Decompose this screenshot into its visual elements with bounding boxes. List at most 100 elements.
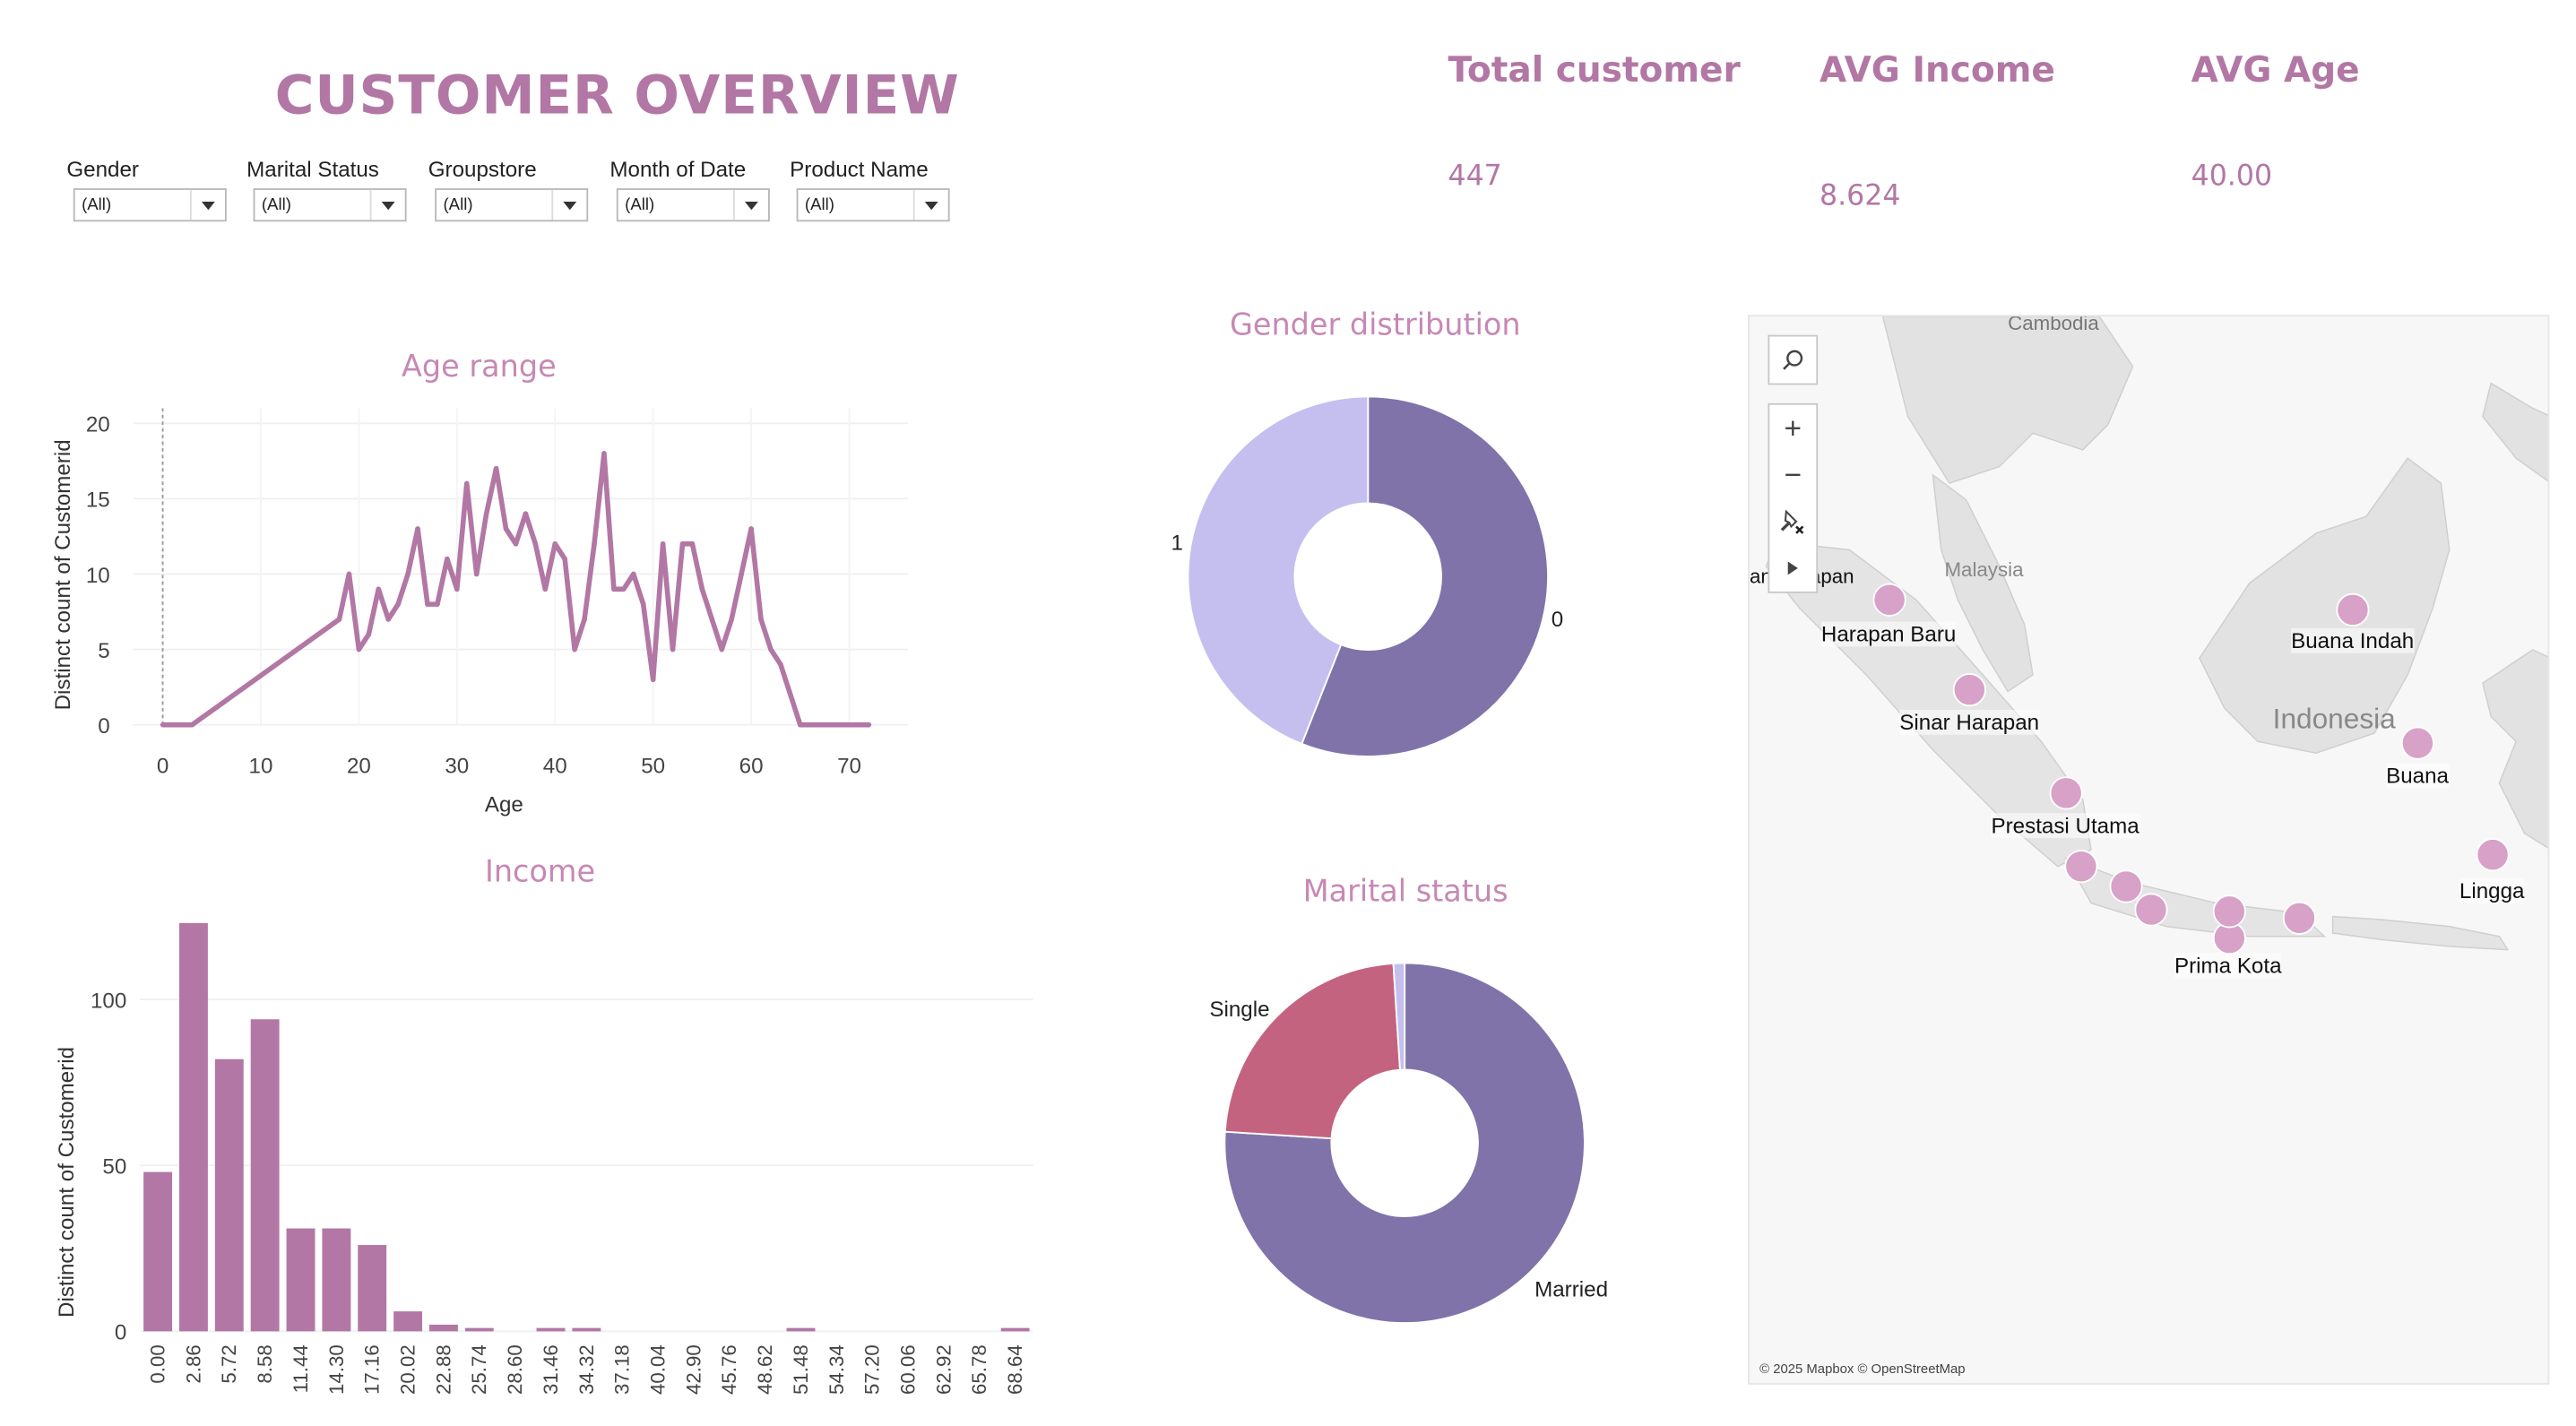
income-bar-chart: 0 50 100 0.00 2.86 5.72 8.58 11.44 14.30 17.16 20.… xyxy=(55,922,1033,1395)
age-data-point xyxy=(385,617,392,622)
chevron-down-icon[interactable] xyxy=(551,189,586,220)
income-x-tick-label: 65.78 xyxy=(968,1344,990,1395)
filter-groupstore-value: (All) xyxy=(443,196,473,215)
income-x-tick-label: 54.34 xyxy=(826,1344,848,1395)
map-point-label: Buana xyxy=(2386,763,2449,789)
income-bar xyxy=(786,1327,816,1332)
map-point[interactable] xyxy=(2049,776,2083,810)
income-x-tick-label: 8.58 xyxy=(254,1344,276,1383)
filter-marital-status-dropdown[interactable]: (All) xyxy=(253,188,407,222)
map-land xyxy=(1749,316,2548,1383)
map-point-label: Prestasi Utama xyxy=(1991,813,2139,839)
store-map[interactable]: Cambodia Malaysia Indonesia Harapan Baru… xyxy=(1748,315,2550,1385)
map-point-label: Harapan Baru xyxy=(1820,621,1957,647)
map-search-control[interactable] xyxy=(1768,334,1819,385)
filter-product-name-label: Product Name xyxy=(790,156,929,182)
marital-slice xyxy=(1223,962,1401,1140)
age-x-axis-label: Age xyxy=(485,792,523,817)
income-y-axis-label: Distinct count of Customerid xyxy=(55,1047,79,1318)
page-title: CUSTOMER OVERVIEW xyxy=(274,63,960,127)
income-x-tick-label: 57.20 xyxy=(861,1344,884,1395)
age-data-point xyxy=(523,511,529,516)
age-data-point xyxy=(405,571,411,577)
filter-marital-status-value: (All) xyxy=(261,196,291,215)
map-attribution: © 2025 Mapbox © OpenStreetMap xyxy=(1759,1361,1966,1377)
filter-groupstore-label: Groupstore xyxy=(428,156,537,182)
map-point[interactable] xyxy=(1952,673,1986,707)
chevron-down-icon[interactable] xyxy=(189,189,225,220)
income-x-tick-label: 37.18 xyxy=(611,1344,634,1395)
kpi-total-customer-label: Total customer xyxy=(1448,49,1741,91)
age-data-point xyxy=(866,722,872,728)
age-data-point xyxy=(572,646,577,653)
income-bar xyxy=(322,1228,351,1332)
age-data-point xyxy=(758,617,764,622)
map-point[interactable] xyxy=(2336,592,2370,627)
age-data-point xyxy=(739,571,744,577)
map-point[interactable] xyxy=(2134,893,2168,927)
income-x-tick-label: 51.48 xyxy=(790,1344,812,1395)
marital-donut-chart: Married Single xyxy=(1209,962,1608,1324)
filter-month-of-date-label: Month of Date xyxy=(609,156,747,182)
age-data-point xyxy=(356,646,362,653)
zoom-in-icon[interactable]: + xyxy=(1784,411,1802,445)
map-point[interactable] xyxy=(2212,894,2246,929)
income-x-tick-label: 42.90 xyxy=(682,1344,705,1395)
map-zoom-control: + − xyxy=(1768,402,1819,593)
kpi-total-customer-value: 447 xyxy=(1448,160,1502,194)
age-series-line xyxy=(162,451,869,728)
kpi-avg-age-value: 40.00 xyxy=(2191,160,2273,194)
kpi-avg-income-value: 8.624 xyxy=(1820,179,1901,213)
chevron-down-icon[interactable] xyxy=(912,189,948,220)
age-y-tick-label: 15 xyxy=(86,488,110,513)
age-data-point xyxy=(679,541,686,547)
map-point[interactable] xyxy=(2282,901,2317,935)
map-point[interactable] xyxy=(2476,838,2510,872)
age-x-tick-label: 50 xyxy=(641,755,665,779)
map-point[interactable] xyxy=(2109,869,2143,903)
income-x-tick-label: 2.86 xyxy=(182,1344,204,1383)
chevron-down-icon[interactable] xyxy=(732,189,768,220)
age-y-tick-label: 10 xyxy=(86,564,110,588)
age-x-tick-label: 40 xyxy=(543,755,567,779)
age-data-point xyxy=(592,541,597,547)
income-bar xyxy=(358,1245,387,1332)
chevron-down-icon[interactable] xyxy=(369,189,405,220)
income-y-tick-label: 50 xyxy=(102,1154,126,1179)
income-bar xyxy=(572,1327,601,1332)
age-data-point xyxy=(395,601,401,607)
age-x-tick-label: 30 xyxy=(445,755,469,779)
map-point[interactable] xyxy=(1872,583,1906,617)
search-icon[interactable] xyxy=(1769,337,1816,384)
income-bar xyxy=(178,922,208,1332)
map-point[interactable] xyxy=(2064,850,2098,884)
income-bar xyxy=(393,1311,423,1332)
age-y-tick-label: 20 xyxy=(86,413,110,437)
gender-slice xyxy=(1301,395,1549,757)
age-data-point xyxy=(346,571,352,577)
age-data-point xyxy=(709,617,715,622)
play-icon[interactable] xyxy=(1769,545,1816,592)
age-data-point xyxy=(425,601,430,607)
age-data-point xyxy=(503,526,509,532)
filter-month-of-date-dropdown[interactable]: (All) xyxy=(616,188,770,222)
income-x-tick-label: 14.30 xyxy=(325,1344,348,1395)
age-data-point xyxy=(336,617,342,622)
unpin-icon[interactable] xyxy=(1769,498,1816,545)
map-point-label: Buana Indah xyxy=(2291,627,2415,653)
age-y-tick-label: 0 xyxy=(98,714,109,739)
age-data-point xyxy=(689,541,696,547)
filter-product-name-dropdown[interactable]: (All) xyxy=(796,188,950,222)
age-data-point xyxy=(189,722,195,728)
age-data-point xyxy=(748,526,754,532)
income-x-tick-label: 48.62 xyxy=(754,1344,776,1395)
map-point-label: Lingga xyxy=(2459,877,2525,903)
income-x-tick-label: 60.06 xyxy=(897,1344,920,1395)
filter-gender-dropdown[interactable]: (All) xyxy=(73,188,227,222)
income-x-tick-label: 11.44 xyxy=(290,1344,312,1393)
age-data-point xyxy=(640,601,646,607)
map-point[interactable] xyxy=(2400,726,2434,760)
zoom-out-icon[interactable]: − xyxy=(1784,457,1802,491)
filter-groupstore-dropdown[interactable]: (All) xyxy=(435,188,589,222)
